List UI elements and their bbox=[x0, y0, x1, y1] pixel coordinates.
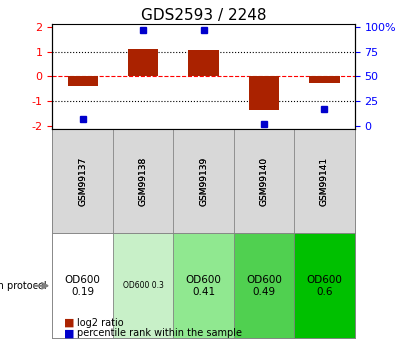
Text: ■: ■ bbox=[64, 328, 75, 338]
Bar bbox=[310, 77, 339, 83]
Text: GSM99140: GSM99140 bbox=[260, 157, 268, 206]
FancyBboxPatch shape bbox=[113, 234, 173, 338]
Text: GSM99141: GSM99141 bbox=[320, 157, 329, 206]
Text: GSM99137: GSM99137 bbox=[78, 157, 87, 206]
Text: OD600
0.49: OD600 0.49 bbox=[246, 275, 282, 297]
Text: OD600
0.6: OD600 0.6 bbox=[306, 275, 343, 297]
FancyBboxPatch shape bbox=[52, 129, 113, 234]
Bar bbox=[128, 49, 158, 77]
FancyBboxPatch shape bbox=[113, 129, 173, 234]
FancyBboxPatch shape bbox=[294, 234, 355, 338]
Bar bbox=[189, 50, 219, 77]
Text: GSM99139: GSM99139 bbox=[199, 157, 208, 206]
Bar bbox=[249, 77, 279, 110]
Text: OD600
0.19: OD600 0.19 bbox=[64, 275, 101, 297]
Text: log2 ratio: log2 ratio bbox=[77, 318, 123, 328]
Text: OD600 0.3: OD600 0.3 bbox=[123, 281, 164, 290]
Text: GSM99140: GSM99140 bbox=[260, 157, 268, 206]
FancyBboxPatch shape bbox=[294, 129, 355, 234]
FancyBboxPatch shape bbox=[173, 234, 234, 338]
FancyBboxPatch shape bbox=[234, 129, 294, 234]
Title: GDS2593 / 2248: GDS2593 / 2248 bbox=[141, 8, 266, 23]
Text: ■: ■ bbox=[64, 318, 75, 328]
Text: GSM99137: GSM99137 bbox=[78, 157, 87, 206]
Text: OD600
0.41: OD600 0.41 bbox=[185, 275, 222, 297]
Bar bbox=[68, 77, 98, 86]
Text: GSM99139: GSM99139 bbox=[199, 157, 208, 206]
FancyBboxPatch shape bbox=[234, 234, 294, 338]
Text: percentile rank within the sample: percentile rank within the sample bbox=[77, 328, 241, 338]
Text: GSM99141: GSM99141 bbox=[320, 157, 329, 206]
Text: GSM99138: GSM99138 bbox=[139, 157, 147, 206]
FancyBboxPatch shape bbox=[52, 234, 113, 338]
Text: GSM99138: GSM99138 bbox=[139, 157, 147, 206]
FancyBboxPatch shape bbox=[173, 129, 234, 234]
Text: growth protocol: growth protocol bbox=[0, 281, 46, 291]
